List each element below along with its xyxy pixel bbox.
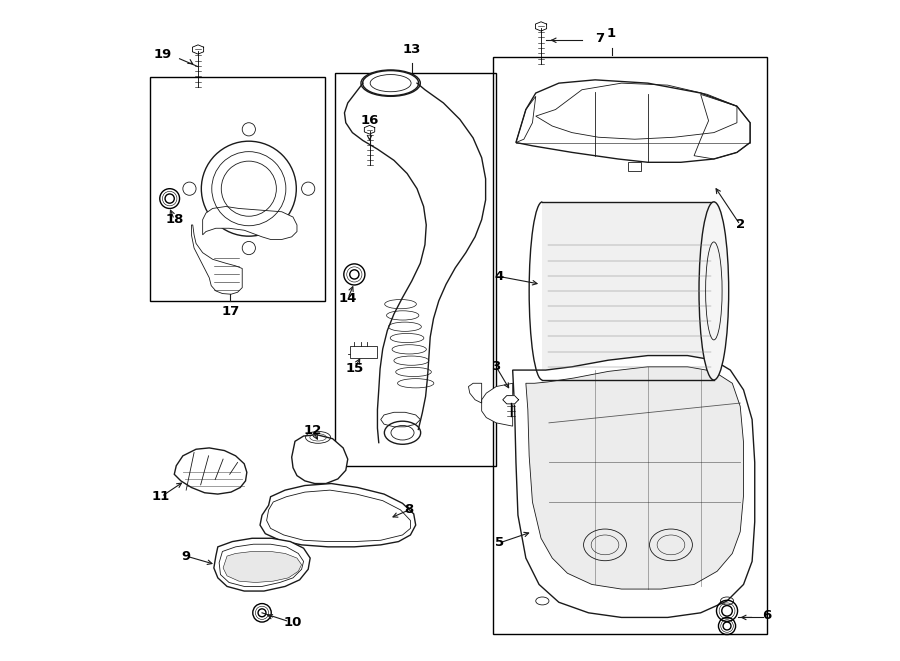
Polygon shape [202,206,297,239]
Circle shape [242,123,256,136]
Text: 6: 6 [762,609,771,622]
Polygon shape [260,484,416,547]
Text: 5: 5 [495,536,504,549]
Text: 19: 19 [154,48,172,61]
Text: 14: 14 [338,292,357,305]
Text: 4: 4 [494,270,503,283]
Polygon shape [192,225,242,294]
Circle shape [183,182,196,195]
Circle shape [202,141,296,236]
Bar [350,346,377,358]
Ellipse shape [363,71,419,96]
Text: 9: 9 [182,549,191,563]
Polygon shape [543,202,714,380]
Polygon shape [503,396,518,404]
Polygon shape [175,448,247,494]
Bar [335,73,496,466]
Text: 11: 11 [152,490,170,503]
Text: 7: 7 [595,32,604,46]
Text: 3: 3 [491,360,500,373]
Polygon shape [292,435,347,484]
Polygon shape [364,126,374,134]
Polygon shape [193,45,203,54]
Text: 10: 10 [284,615,302,629]
Text: 2: 2 [735,219,745,231]
Text: 12: 12 [303,424,322,438]
Text: 15: 15 [346,362,364,375]
Polygon shape [214,538,310,591]
Text: 8: 8 [404,504,414,516]
Circle shape [302,182,315,195]
Polygon shape [526,367,743,589]
Text: 18: 18 [165,214,184,226]
Circle shape [242,241,256,254]
Polygon shape [223,551,302,582]
Bar [150,77,325,301]
Text: 13: 13 [402,43,421,56]
Polygon shape [482,383,513,426]
Polygon shape [536,22,546,31]
Text: 16: 16 [360,114,379,128]
Text: 17: 17 [221,305,239,319]
Bar [493,57,767,634]
Ellipse shape [699,202,729,380]
Text: 1: 1 [607,27,616,40]
Polygon shape [513,356,755,617]
